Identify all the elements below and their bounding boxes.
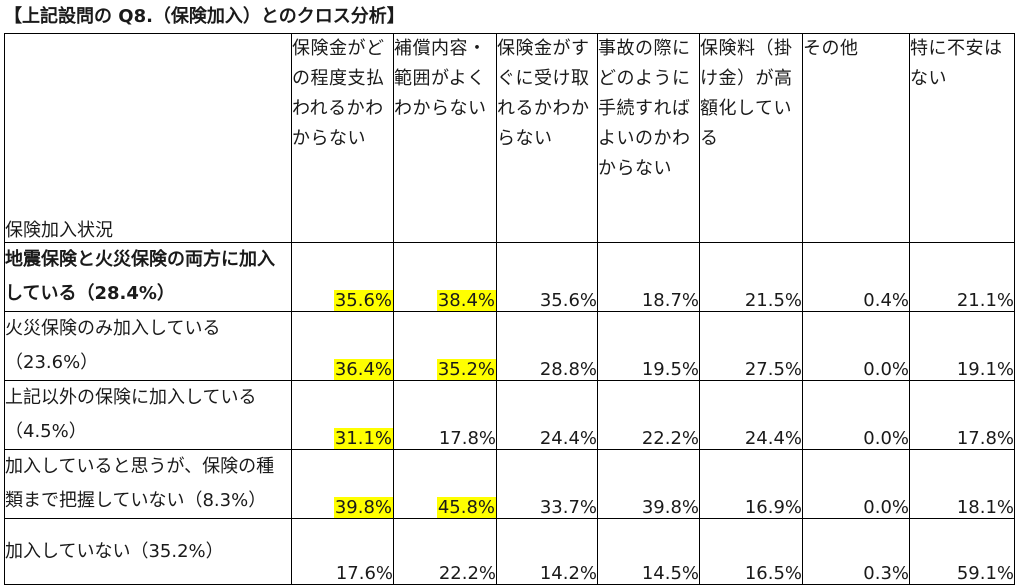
table-cell: 14.2% bbox=[496, 518, 598, 585]
row-label: 加入していると思うが、保険の種類まで把握していない（8.3%） bbox=[4, 449, 292, 519]
cell-value: 24.4% bbox=[744, 428, 802, 449]
column-header: 補償内容・範囲がよくわからない bbox=[393, 33, 497, 243]
cell-value: 0.0% bbox=[863, 359, 909, 380]
table-row: 地震保険と火災保険の両方に加入している（28.4%） 35.6% 38.4% 3… bbox=[4, 242, 1015, 312]
table-cell: 0.0% bbox=[802, 380, 910, 450]
table-cell: 22.2% bbox=[597, 380, 700, 450]
column-header: その他 bbox=[802, 33, 910, 243]
table-cell: 35.6% bbox=[291, 242, 394, 312]
cell-value: 16.9% bbox=[744, 497, 802, 518]
cell-value: 36.4% bbox=[333, 359, 393, 380]
cell-value: 0.4% bbox=[863, 290, 909, 311]
cell-value: 35.2% bbox=[436, 359, 496, 380]
column-header: 特に不安はない bbox=[909, 33, 1015, 243]
cell-value: 24.4% bbox=[539, 428, 597, 449]
row-label: 上記以外の保険に加入している（4.5%） bbox=[4, 380, 292, 450]
table-row: 加入していない（35.2%） 17.6% 22.2% 14.2% 14.5% 1… bbox=[4, 518, 1015, 585]
table-cell: 19.5% bbox=[597, 311, 700, 381]
table-cell: 31.1% bbox=[291, 380, 394, 450]
table-cell: 39.8% bbox=[291, 449, 394, 519]
cell-value: 22.2% bbox=[438, 563, 496, 584]
table-cell: 17.6% bbox=[291, 518, 394, 585]
cell-value: 31.1% bbox=[333, 428, 393, 449]
table-cell: 17.8% bbox=[393, 380, 497, 450]
cell-value: 38.4% bbox=[436, 290, 496, 311]
cell-value: 21.1% bbox=[956, 290, 1014, 311]
table-cell: 36.4% bbox=[291, 311, 394, 381]
page-title: 【上記設問の Q8.（保険加入）とのクロス分析】 bbox=[4, 6, 405, 27]
table-cell: 28.8% bbox=[496, 311, 598, 381]
table-cell: 0.0% bbox=[802, 311, 910, 381]
table-cell: 33.7% bbox=[496, 449, 598, 519]
table-cell: 19.1% bbox=[909, 311, 1015, 381]
cell-value: 28.8% bbox=[539, 359, 597, 380]
table-cell: 35.6% bbox=[496, 242, 598, 312]
row-label: 地震保険と火災保険の両方に加入している（28.4%） bbox=[4, 242, 292, 312]
table-cell: 35.2% bbox=[393, 311, 497, 381]
cell-value: 16.5% bbox=[744, 563, 802, 584]
cell-value: 18.1% bbox=[956, 497, 1014, 518]
row-label: 加入していない（35.2%） bbox=[4, 518, 292, 585]
table-cell: 0.4% bbox=[802, 242, 910, 312]
cell-value: 39.8% bbox=[641, 497, 699, 518]
table-cell: 22.2% bbox=[393, 518, 497, 585]
column-header: 保険金がすぐに受け取れるかわからない bbox=[496, 33, 598, 243]
cell-value: 59.1% bbox=[956, 563, 1014, 584]
cell-value: 18.7% bbox=[641, 290, 699, 311]
table-row: 火災保険のみ加入している（23.6%） 36.4% 35.2% 28.8% 19… bbox=[4, 311, 1015, 381]
row-label: 火災保険のみ加入している（23.6%） bbox=[4, 311, 292, 381]
column-header: 保険金がどの程度支払われるかわからない bbox=[291, 33, 394, 243]
table-row: 加入していると思うが、保険の種類まで把握していない（8.3%） 39.8% 45… bbox=[4, 449, 1015, 519]
header-row: 保険加入状況 保険金がどの程度支払われるかわからない 補償内容・範囲がよくわから… bbox=[4, 33, 1015, 243]
table-cell: 59.1% bbox=[909, 518, 1015, 585]
cell-value: 19.1% bbox=[956, 359, 1014, 380]
cell-value: 27.5% bbox=[744, 359, 802, 380]
cell-value: 0.3% bbox=[863, 563, 909, 584]
table-cell: 0.0% bbox=[802, 449, 910, 519]
table-cell: 39.8% bbox=[597, 449, 700, 519]
table-cell: 16.9% bbox=[699, 449, 803, 519]
table-cell: 18.7% bbox=[597, 242, 700, 312]
cell-value: 17.6% bbox=[335, 563, 393, 584]
cell-value: 45.8% bbox=[436, 497, 496, 518]
column-header: 保険料（掛け金）が高額化している bbox=[699, 33, 803, 243]
table-cell: 17.8% bbox=[909, 380, 1015, 450]
cell-value: 19.5% bbox=[641, 359, 699, 380]
table-cell: 14.5% bbox=[597, 518, 700, 585]
table-cell: 16.5% bbox=[699, 518, 803, 585]
cell-value: 17.8% bbox=[956, 428, 1014, 449]
cell-value: 35.6% bbox=[539, 290, 597, 311]
table-cell: 45.8% bbox=[393, 449, 497, 519]
table-cell: 21.5% bbox=[699, 242, 803, 312]
cell-value: 35.6% bbox=[333, 290, 393, 311]
cell-value: 39.8% bbox=[333, 497, 393, 518]
table-cell: 21.1% bbox=[909, 242, 1015, 312]
table-cell: 24.4% bbox=[699, 380, 803, 450]
row-header-label: 保険加入状況 bbox=[4, 33, 292, 243]
table-row: 上記以外の保険に加入している（4.5%） 31.1% 17.8% 24.4% 2… bbox=[4, 380, 1015, 450]
cell-value: 14.5% bbox=[641, 563, 699, 584]
table-cell: 38.4% bbox=[393, 242, 497, 312]
cell-value: 33.7% bbox=[539, 497, 597, 518]
cell-value: 21.5% bbox=[744, 290, 802, 311]
table-cell: 18.1% bbox=[909, 449, 1015, 519]
cell-value: 0.0% bbox=[863, 428, 909, 449]
cell-value: 17.8% bbox=[438, 428, 496, 449]
cell-value: 22.2% bbox=[641, 428, 699, 449]
cross-analysis-table: 保険加入状況 保険金がどの程度支払われるかわからない 補償内容・範囲がよくわから… bbox=[4, 33, 1015, 585]
cell-value: 0.0% bbox=[863, 497, 909, 518]
column-header: 事故の際にどのように手続すればよいのかわからない bbox=[597, 33, 700, 243]
table-cell: 27.5% bbox=[699, 311, 803, 381]
table-cell: 0.3% bbox=[802, 518, 910, 585]
cell-value: 14.2% bbox=[539, 563, 597, 584]
table-cell: 24.4% bbox=[496, 380, 598, 450]
